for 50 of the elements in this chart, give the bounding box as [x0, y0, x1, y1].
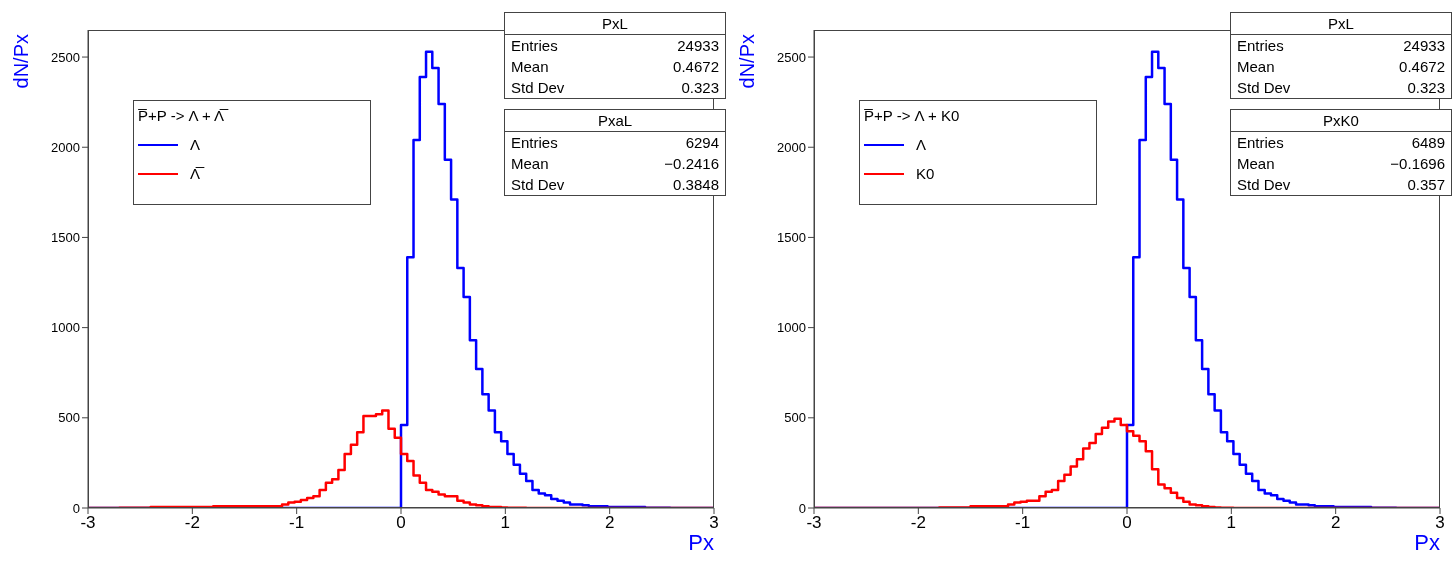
- text: Std Dev 0.3848: [511, 176, 719, 193]
- x-tick-label: 0: [396, 513, 406, 533]
- y-tick-label: 1000: [51, 320, 80, 336]
- x-tick-label: -3: [806, 513, 822, 533]
- legend-label: Λ: [190, 136, 201, 153]
- legend-label: Λ: [916, 136, 927, 153]
- x-tick-label: -2: [910, 513, 926, 533]
- legend-label: K0: [916, 165, 935, 182]
- x-tick-label: 2: [1330, 513, 1341, 533]
- text: Entries 24933: [511, 37, 719, 54]
- x-axis-title: Px: [1414, 530, 1440, 555]
- x-tick-label: 2: [604, 513, 615, 533]
- y-tick-label: 1000: [777, 320, 806, 336]
- x-tick-label: 1: [1226, 513, 1237, 533]
- y-tick-label: 0: [72, 500, 80, 516]
- text: Std Dev 0.323: [1237, 79, 1445, 96]
- text: Std Dev 0.357: [1237, 176, 1445, 193]
- y-tick-label: 2000: [777, 139, 806, 155]
- x-tick-label: 3: [1435, 513, 1445, 533]
- y-tick-label: 2500: [777, 49, 806, 65]
- y-axis-title: dN/Px: [10, 34, 32, 89]
- x-tick-label: -1: [1015, 513, 1031, 533]
- text: Entries 24933: [1237, 37, 1445, 54]
- legend-title: P̅+P -> Λ + K0: [864, 107, 960, 124]
- text: Mean 0.4672: [1237, 58, 1445, 75]
- annotation: PxL: [1328, 15, 1354, 32]
- x-tick-label: -2: [184, 513, 200, 533]
- x-tick-label: -1: [289, 513, 305, 533]
- text: Mean −0.1696: [1237, 155, 1445, 172]
- x-tick-label: 3: [709, 513, 719, 533]
- y-tick-label: 500: [58, 410, 80, 426]
- text: Mean −0.2416: [511, 155, 719, 172]
- x-tick-label: 0: [1122, 513, 1132, 533]
- annotation: PxK0: [1323, 112, 1359, 129]
- y-tick-label: 1500: [777, 230, 806, 246]
- text: Std Dev 0.323: [511, 79, 719, 96]
- y-tick-label: 2000: [51, 139, 80, 155]
- y-tick-label: 2500: [51, 49, 80, 65]
- annotation: PxaL: [597, 112, 633, 129]
- y-tick-label: 500: [784, 410, 806, 426]
- text: Mean 0.4672: [511, 58, 719, 75]
- y-tick-label: 0: [798, 500, 806, 516]
- x-tick-label: 1: [500, 513, 511, 533]
- x-tick-label: -3: [80, 513, 96, 533]
- y-axis-title: dN/Px: [736, 34, 758, 89]
- text: Entries 6294: [511, 134, 719, 151]
- annotation: PxL: [602, 15, 628, 32]
- y-tick-label: 1500: [51, 230, 80, 246]
- x-axis-title: Px: [688, 530, 714, 555]
- text: Entries 6489: [1237, 134, 1445, 151]
